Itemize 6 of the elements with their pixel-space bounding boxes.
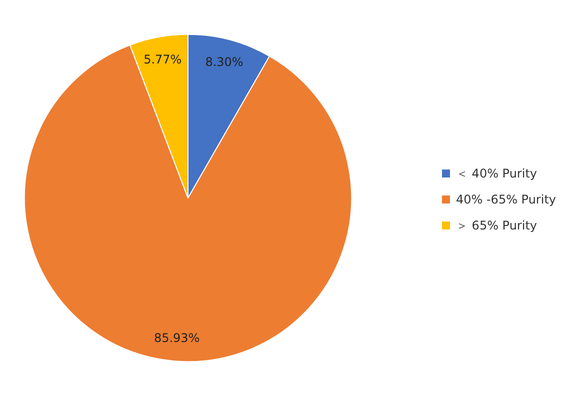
legend-label: ＞ 65% Purity — [456, 218, 538, 232]
data-label: 8.30% — [205, 55, 244, 70]
data-label: 5.77% — [144, 52, 182, 67]
legend-label: ＜ 40% Purity — [456, 166, 538, 180]
legend-label: 40% -65% Purity — [456, 192, 556, 206]
data-label: 85.93% — [154, 331, 200, 346]
